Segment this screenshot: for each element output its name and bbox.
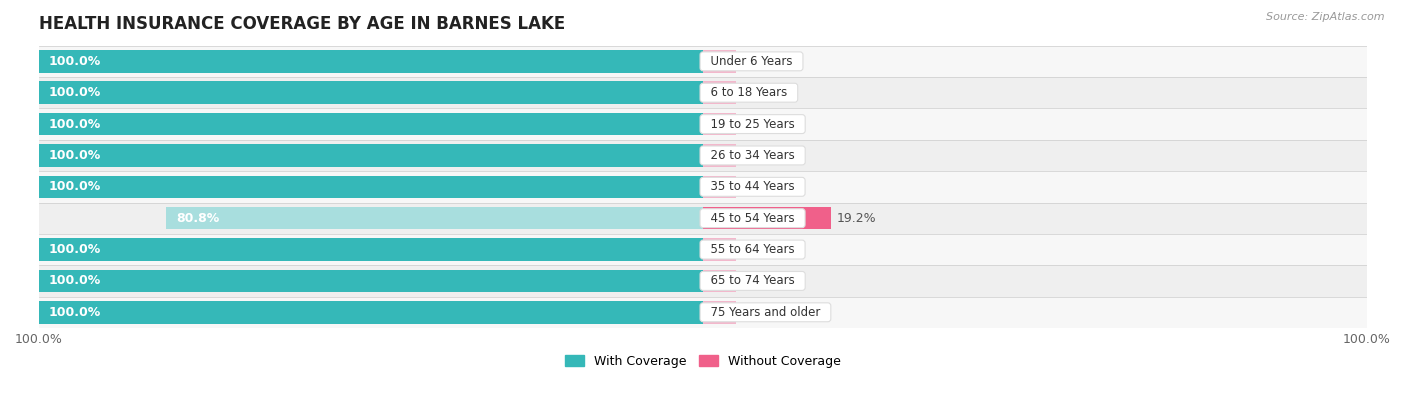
- Text: 19 to 25 Years: 19 to 25 Years: [703, 117, 803, 131]
- Text: 75 Years and older: 75 Years and older: [703, 306, 828, 319]
- Text: 80.8%: 80.8%: [176, 212, 219, 225]
- Bar: [703, 270, 737, 292]
- Bar: [39, 234, 1367, 265]
- Text: 100.0%: 100.0%: [49, 117, 101, 131]
- Bar: [39, 108, 1367, 140]
- Legend: With Coverage, Without Coverage: With Coverage, Without Coverage: [561, 349, 845, 373]
- Text: 0.0%: 0.0%: [742, 55, 775, 68]
- Bar: [39, 238, 703, 261]
- Bar: [39, 140, 1367, 171]
- Text: 26 to 34 Years: 26 to 34 Years: [703, 149, 803, 162]
- Bar: [703, 301, 737, 324]
- Text: 0.0%: 0.0%: [742, 306, 775, 319]
- Bar: [39, 301, 703, 324]
- Bar: [703, 176, 737, 198]
- Text: 0.0%: 0.0%: [742, 243, 775, 256]
- Text: Source: ZipAtlas.com: Source: ZipAtlas.com: [1267, 12, 1385, 22]
- Text: 0.0%: 0.0%: [742, 149, 775, 162]
- Bar: [39, 176, 703, 198]
- Bar: [39, 171, 1367, 203]
- Bar: [166, 207, 703, 229]
- Bar: [39, 265, 1367, 297]
- Text: 100.0%: 100.0%: [49, 243, 101, 256]
- Text: 100.0%: 100.0%: [49, 149, 101, 162]
- Text: 100.0%: 100.0%: [49, 306, 101, 319]
- Text: 0.0%: 0.0%: [742, 86, 775, 99]
- Bar: [39, 297, 1367, 328]
- Bar: [703, 207, 831, 229]
- Text: 0.0%: 0.0%: [742, 181, 775, 193]
- Text: 100.0%: 100.0%: [49, 55, 101, 68]
- Text: HEALTH INSURANCE COVERAGE BY AGE IN BARNES LAKE: HEALTH INSURANCE COVERAGE BY AGE IN BARN…: [39, 15, 565, 33]
- Text: 100.0%: 100.0%: [49, 181, 101, 193]
- Bar: [703, 50, 737, 73]
- Bar: [39, 270, 703, 292]
- Text: 65 to 74 Years: 65 to 74 Years: [703, 274, 803, 288]
- Bar: [703, 81, 737, 104]
- Bar: [39, 144, 703, 167]
- Text: 0.0%: 0.0%: [742, 117, 775, 131]
- Text: 100.0%: 100.0%: [49, 86, 101, 99]
- Text: 55 to 64 Years: 55 to 64 Years: [703, 243, 803, 256]
- Text: 35 to 44 Years: 35 to 44 Years: [703, 181, 803, 193]
- Text: 19.2%: 19.2%: [837, 212, 877, 225]
- Text: Under 6 Years: Under 6 Years: [703, 55, 800, 68]
- Bar: [703, 144, 737, 167]
- Bar: [703, 113, 737, 135]
- Bar: [39, 113, 703, 135]
- Text: 100.0%: 100.0%: [49, 274, 101, 288]
- Bar: [39, 46, 1367, 77]
- Bar: [39, 50, 703, 73]
- Text: 0.0%: 0.0%: [742, 274, 775, 288]
- Bar: [39, 203, 1367, 234]
- Text: 45 to 54 Years: 45 to 54 Years: [703, 212, 803, 225]
- Bar: [39, 77, 1367, 108]
- Bar: [39, 81, 703, 104]
- Bar: [703, 238, 737, 261]
- Text: 6 to 18 Years: 6 to 18 Years: [703, 86, 794, 99]
